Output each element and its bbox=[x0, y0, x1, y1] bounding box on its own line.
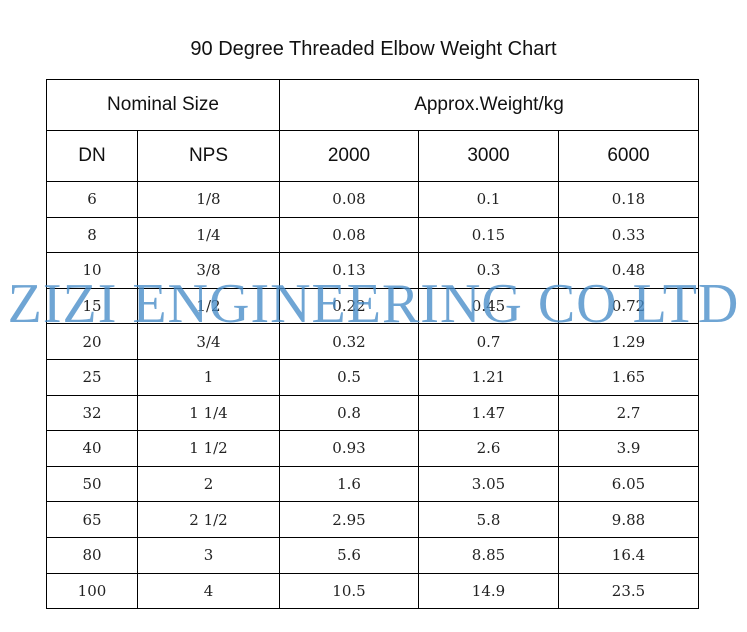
table-row: 50 2 1.6 3.05 6.05 bbox=[46, 465, 700, 503]
cell-weight-6000: 1.29 bbox=[557, 323, 700, 360]
cell-dn: 50 bbox=[46, 465, 138, 503]
cell-nps: 3 bbox=[137, 536, 280, 574]
cell-nps: 2 bbox=[137, 465, 280, 503]
cell-weight-2000: 0.08 bbox=[279, 216, 419, 254]
table-row: 65 2 1/2 2.95 5.8 9.88 bbox=[46, 501, 700, 538]
cell-nps: 1/8 bbox=[137, 181, 280, 218]
cell-weight-3000: 0.3 bbox=[418, 252, 559, 289]
header-nominal-size: Nominal Size bbox=[46, 79, 280, 131]
header-nps: NPS bbox=[137, 130, 280, 182]
header-class-2000: 2000 bbox=[279, 130, 419, 182]
cell-weight-6000: 3.9 bbox=[557, 430, 700, 467]
cell-weight-2000: 2.95 bbox=[279, 501, 419, 538]
table-row: 40 1 1/2 0.93 2.6 3.9 bbox=[46, 430, 700, 467]
cell-dn: 6 bbox=[46, 181, 138, 218]
cell-weight-6000: 23.5 bbox=[557, 572, 700, 610]
cell-weight-2000: 1.6 bbox=[279, 465, 419, 503]
cell-nps: 1 bbox=[137, 358, 280, 396]
cell-nps: 3/4 bbox=[137, 323, 280, 360]
cell-weight-3000: 5.8 bbox=[418, 501, 559, 538]
cell-weight-2000: 0.8 bbox=[279, 394, 419, 432]
table-row: 100 4 10.5 14.9 23.5 bbox=[46, 572, 700, 610]
header-row-columns: DN NPS 2000 3000 6000 bbox=[46, 130, 700, 182]
cell-weight-6000: 0.48 bbox=[557, 252, 700, 289]
cell-weight-3000: 0.7 bbox=[418, 323, 559, 360]
cell-dn: 10 bbox=[46, 252, 138, 289]
cell-weight-6000: 16.4 bbox=[557, 536, 700, 574]
cell-nps: 2 1/2 bbox=[137, 501, 280, 538]
table-row: 32 1 1/4 0.8 1.47 2.7 bbox=[46, 394, 700, 432]
cell-weight-6000: 6.05 bbox=[557, 465, 700, 503]
header-row-group: Nominal Size Approx.Weight/kg bbox=[46, 79, 700, 131]
cell-weight-6000: 0.72 bbox=[557, 287, 700, 325]
table-row: 20 3/4 0.32 0.7 1.29 bbox=[46, 323, 700, 360]
cell-dn: 100 bbox=[46, 572, 138, 610]
cell-weight-2000: 0.5 bbox=[279, 358, 419, 396]
cell-weight-2000: 5.6 bbox=[279, 536, 419, 574]
cell-weight-6000: 1.65 bbox=[557, 358, 700, 396]
cell-weight-3000: 1.21 bbox=[418, 358, 559, 396]
table-row: 10 3/8 0.13 0.3 0.48 bbox=[46, 252, 700, 289]
cell-weight-3000: 14.9 bbox=[418, 572, 559, 610]
cell-dn: 15 bbox=[46, 287, 138, 325]
cell-weight-2000: 10.5 bbox=[279, 572, 419, 610]
cell-nps: 1 1/2 bbox=[137, 430, 280, 467]
cell-dn: 32 bbox=[46, 394, 138, 432]
cell-nps: 3/8 bbox=[137, 252, 280, 289]
cell-weight-3000: 2.6 bbox=[418, 430, 559, 467]
cell-weight-2000: 0.32 bbox=[279, 323, 419, 360]
table-row: 80 3 5.6 8.85 16.4 bbox=[46, 536, 700, 574]
cell-weight-6000: 0.33 bbox=[557, 216, 700, 254]
cell-dn: 25 bbox=[46, 358, 138, 396]
cell-weight-3000: 3.05 bbox=[418, 465, 559, 503]
cell-weight-3000: 0.15 bbox=[418, 216, 559, 254]
cell-dn: 8 bbox=[46, 216, 138, 254]
cell-weight-3000: 1.47 bbox=[418, 394, 559, 432]
cell-dn: 65 bbox=[46, 501, 138, 538]
cell-weight-6000: 9.88 bbox=[557, 501, 700, 538]
cell-weight-3000: 0.45 bbox=[418, 287, 559, 325]
cell-weight-2000: 0.93 bbox=[279, 430, 419, 467]
cell-weight-6000: 0.18 bbox=[557, 181, 700, 218]
cell-dn: 80 bbox=[46, 536, 138, 574]
cell-weight-3000: 8.85 bbox=[418, 536, 559, 574]
cell-nps: 1 1/4 bbox=[137, 394, 280, 432]
weight-table: Nominal Size Approx.Weight/kg DN NPS 200… bbox=[46, 79, 700, 610]
cell-nps: 1/4 bbox=[137, 216, 280, 254]
header-approx-weight: Approx.Weight/kg bbox=[278, 79, 700, 131]
header-dn: DN bbox=[46, 130, 138, 182]
table-row: 15 1/2 0.22 0.45 0.72 bbox=[46, 287, 700, 325]
cell-nps: 4 bbox=[137, 572, 280, 610]
cell-weight-2000: 0.08 bbox=[279, 181, 419, 218]
cell-weight-6000: 2.7 bbox=[557, 394, 700, 432]
cell-weight-2000: 0.22 bbox=[279, 287, 419, 325]
table-row: 6 1/8 0.08 0.1 0.18 bbox=[46, 181, 700, 218]
table-row: 25 1 0.5 1.21 1.65 bbox=[46, 358, 700, 396]
header-class-6000: 6000 bbox=[557, 130, 700, 182]
header-class-3000: 3000 bbox=[418, 130, 559, 182]
chart-title: 90 Degree Threaded Elbow Weight Chart bbox=[190, 38, 557, 60]
cell-nps: 1/2 bbox=[137, 287, 280, 325]
cell-dn: 20 bbox=[46, 323, 138, 360]
cell-weight-2000: 0.13 bbox=[279, 252, 419, 289]
cell-weight-3000: 0.1 bbox=[418, 181, 559, 218]
table-row: 8 1/4 0.08 0.15 0.33 bbox=[46, 216, 700, 254]
cell-dn: 40 bbox=[46, 430, 138, 467]
